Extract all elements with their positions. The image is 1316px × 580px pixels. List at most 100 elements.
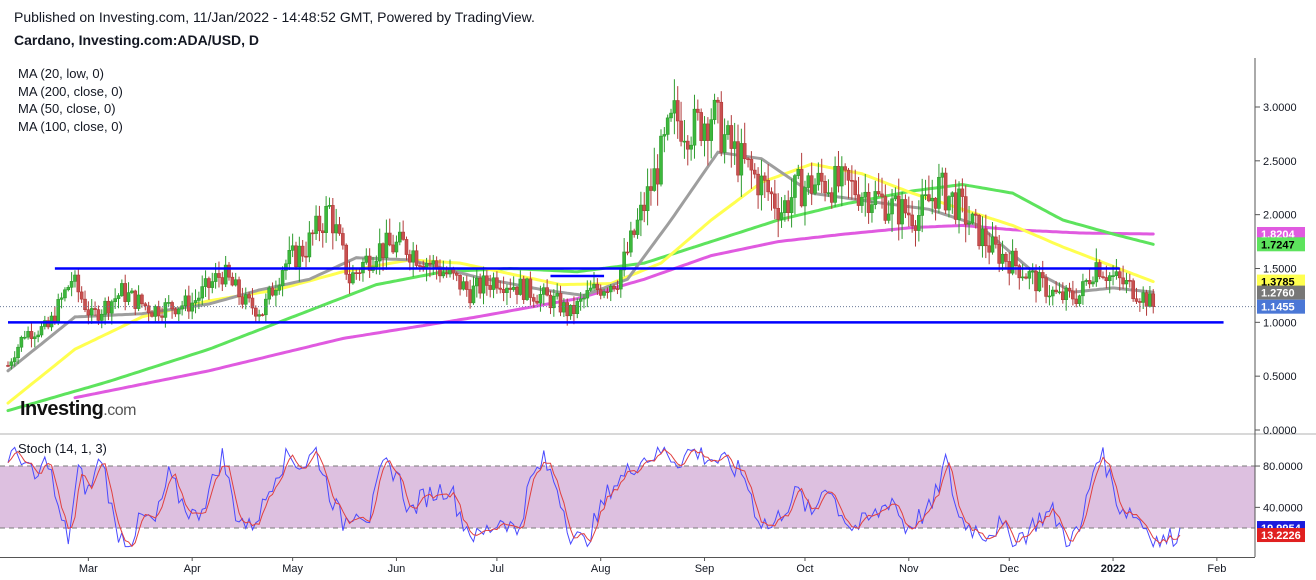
candle-body bbox=[223, 264, 228, 285]
candle-body bbox=[310, 232, 315, 235]
candle-body bbox=[742, 143, 747, 160]
candle-body bbox=[568, 305, 573, 317]
candle-body bbox=[729, 125, 734, 149]
candle-body bbox=[669, 112, 673, 119]
candle-body bbox=[508, 287, 513, 290]
candle-body bbox=[736, 141, 740, 176]
candle-body bbox=[572, 305, 576, 314]
candle-body bbox=[133, 290, 138, 309]
candle-body bbox=[381, 243, 385, 259]
candle-body bbox=[428, 262, 432, 265]
candle-body bbox=[1034, 270, 1038, 292]
candle-body bbox=[612, 285, 616, 289]
x-tick-label: Dec bbox=[999, 563, 1019, 575]
candle-body bbox=[1138, 301, 1142, 303]
candle-body bbox=[1020, 276, 1025, 279]
candle-body bbox=[947, 196, 951, 211]
candle-body bbox=[200, 286, 205, 299]
candle-body bbox=[468, 289, 472, 304]
candle-body bbox=[685, 140, 690, 150]
x-tick-label: Sep bbox=[695, 563, 715, 575]
candle-body bbox=[314, 215, 318, 234]
candle-body bbox=[501, 289, 506, 293]
candle-body bbox=[63, 289, 67, 299]
y-tick-label: 2.0000 bbox=[1263, 210, 1297, 222]
candle-body bbox=[521, 278, 526, 300]
candle-body bbox=[9, 361, 14, 366]
candle-body bbox=[793, 175, 797, 198]
candle-body bbox=[1064, 287, 1068, 300]
candle-body bbox=[1024, 276, 1028, 279]
candle-body bbox=[324, 205, 328, 233]
candle-body bbox=[110, 301, 114, 314]
candle-body bbox=[896, 195, 901, 225]
candle-body bbox=[973, 213, 978, 216]
candle-body bbox=[387, 232, 392, 246]
candle-body bbox=[903, 199, 908, 214]
ma-legend-item[interactable]: MA (200, close, 0) bbox=[18, 83, 123, 99]
ma-line bbox=[6, 162, 1155, 405]
candle-body bbox=[709, 119, 714, 141]
ma-legend-item[interactable]: MA (20, low, 0) bbox=[18, 66, 104, 81]
candle-body bbox=[712, 99, 717, 120]
candle-body bbox=[250, 297, 255, 309]
candle-body bbox=[36, 334, 40, 338]
candle-body bbox=[116, 295, 121, 299]
candle-body bbox=[364, 255, 369, 263]
candle-body bbox=[1077, 295, 1082, 304]
candle-body bbox=[706, 123, 710, 141]
candle-body bbox=[464, 281, 469, 290]
candle-body bbox=[126, 292, 131, 302]
candle-body bbox=[6, 365, 10, 367]
candle-body bbox=[726, 125, 730, 135]
candle-body bbox=[1027, 271, 1032, 279]
candle-body bbox=[96, 309, 101, 321]
candle-body bbox=[990, 236, 995, 253]
candle-body bbox=[257, 314, 261, 317]
candle-body bbox=[876, 191, 881, 195]
candle-body bbox=[655, 168, 660, 185]
candle-body bbox=[180, 305, 184, 310]
candle-body bbox=[26, 331, 30, 338]
stoch-legend[interactable]: Stoch (14, 1, 3) bbox=[18, 441, 107, 456]
candle-body bbox=[679, 120, 683, 142]
candle-body bbox=[1040, 272, 1045, 279]
candle-body bbox=[79, 291, 84, 300]
candle-body bbox=[538, 294, 543, 304]
candle-body bbox=[511, 286, 516, 290]
candle-body bbox=[290, 245, 295, 251]
candle-body bbox=[277, 285, 282, 291]
ma-legend-item[interactable]: MA (50, close, 0) bbox=[18, 101, 116, 116]
price-label: 1.2760 bbox=[1261, 288, 1295, 300]
candle-body bbox=[1017, 265, 1022, 279]
candle-body bbox=[1121, 277, 1125, 285]
candle-body bbox=[622, 251, 626, 271]
candle-body bbox=[150, 312, 154, 317]
candle-body bbox=[635, 219, 640, 235]
price-label: 1.1455 bbox=[1261, 302, 1295, 314]
candle-body bbox=[967, 222, 971, 225]
candle-body bbox=[307, 232, 312, 258]
ma-legend-item[interactable]: MA (100, close, 0) bbox=[18, 118, 123, 134]
y-tick-label: 1.5000 bbox=[1263, 263, 1297, 275]
candle-body bbox=[153, 306, 158, 317]
candle-body bbox=[1000, 253, 1005, 264]
candle-body bbox=[317, 215, 322, 232]
candle-body bbox=[300, 245, 305, 257]
candle-body bbox=[645, 186, 650, 212]
candle-body bbox=[404, 239, 409, 255]
candle-body bbox=[920, 194, 924, 216]
candle-body bbox=[829, 192, 834, 203]
candle-body bbox=[605, 291, 610, 293]
candle-body bbox=[649, 186, 653, 191]
candle-body bbox=[639, 204, 643, 221]
x-tick-label: Apr bbox=[184, 563, 201, 575]
candle-body bbox=[418, 265, 422, 267]
candle-body bbox=[187, 295, 191, 312]
candle-body bbox=[873, 191, 878, 205]
candlestick-layer bbox=[6, 79, 1156, 370]
candle-body bbox=[1107, 275, 1112, 281]
candle-body bbox=[374, 260, 379, 268]
candle-body bbox=[227, 264, 231, 278]
candle-body bbox=[213, 273, 218, 282]
